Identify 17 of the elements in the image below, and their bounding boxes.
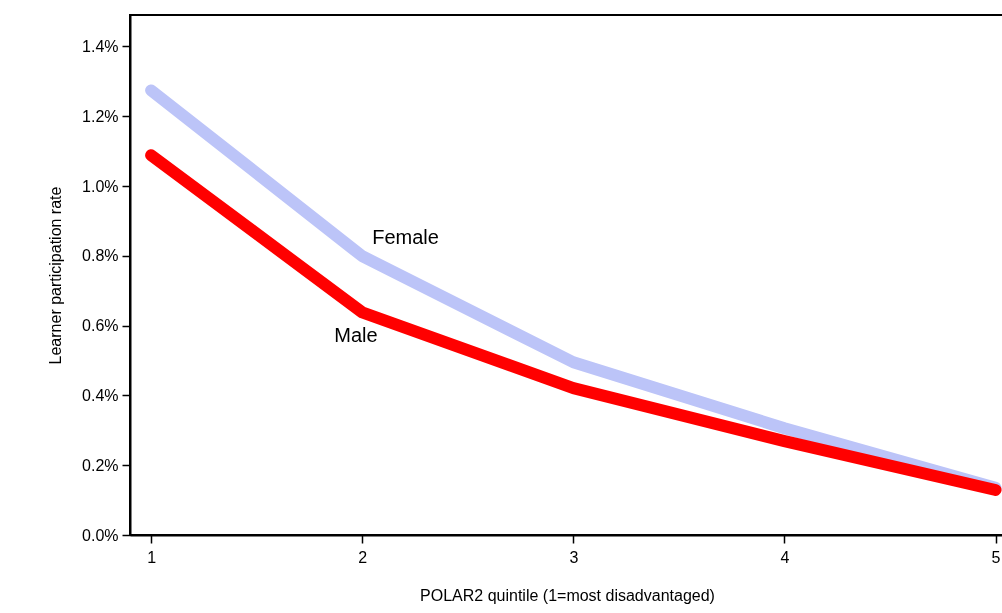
- x-tick-label: 4: [780, 548, 790, 566]
- x-tick-label: 5: [991, 548, 1001, 566]
- y-axis-title: Learner participation rate: [47, 186, 65, 365]
- x-tick-label: 1: [147, 548, 157, 566]
- x-tick-label: 3: [569, 548, 579, 566]
- x-tick-label: 2: [358, 548, 368, 566]
- y-tick-label: 1.4%: [82, 37, 119, 55]
- y-tick-label: 0.2%: [82, 456, 119, 474]
- y-tick-label: 0.4%: [82, 386, 119, 404]
- x-axis-title: POLAR2 quintile (1=most disadvantaged): [420, 586, 715, 604]
- y-tick-label: 1.2%: [82, 107, 119, 125]
- y-tick-label: 1.0%: [82, 177, 119, 195]
- y-tick-label: 0.8%: [82, 247, 119, 265]
- y-tick-label: 0.0%: [82, 526, 119, 544]
- series-label: Female: [372, 226, 439, 249]
- series-label: Male: [334, 324, 378, 347]
- y-tick-label: 0.6%: [82, 317, 119, 335]
